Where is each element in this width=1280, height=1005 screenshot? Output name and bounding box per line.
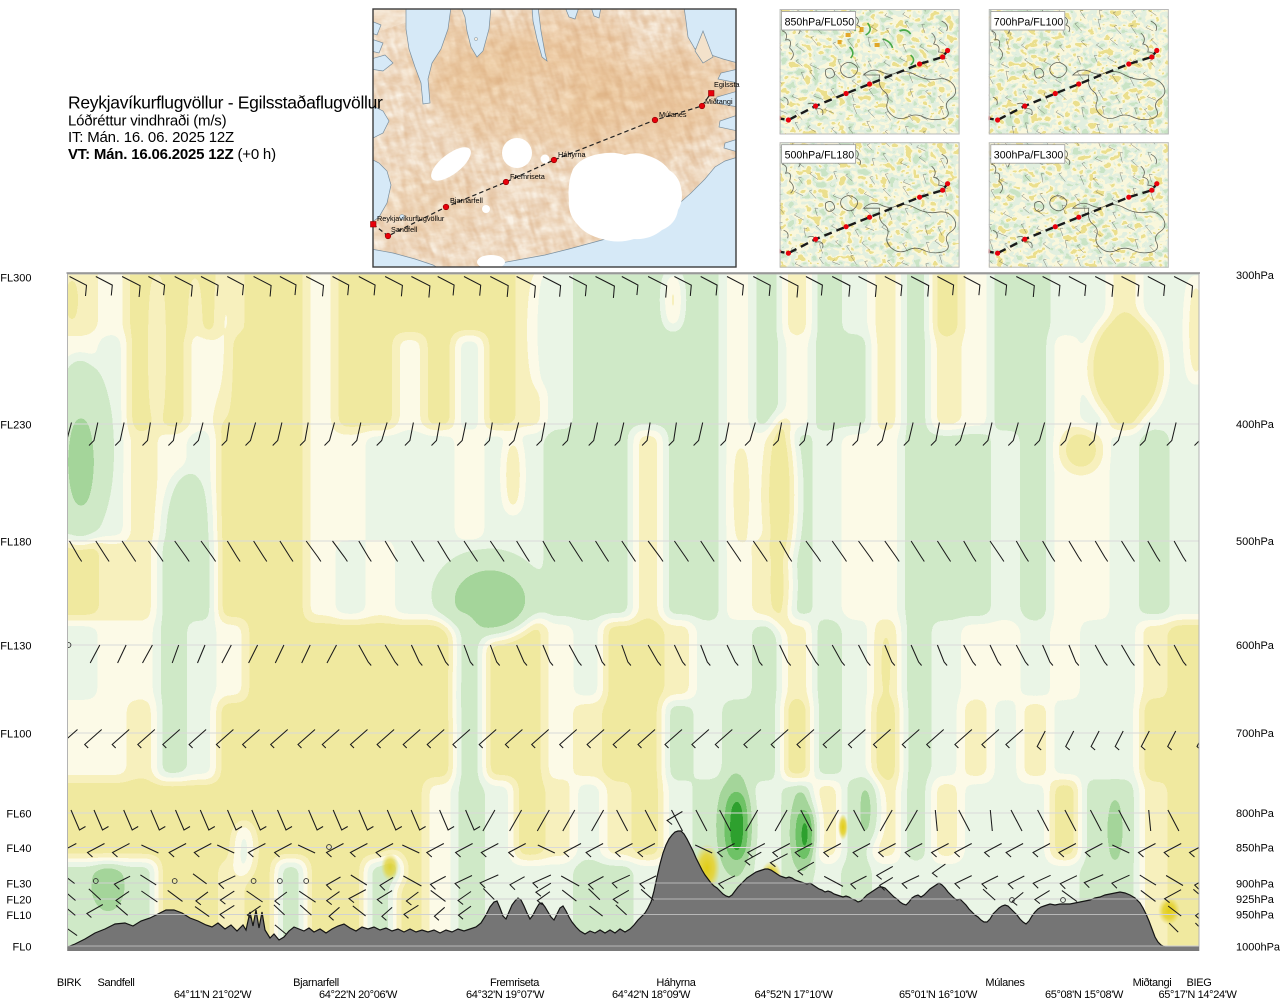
svg-text:65°08'N 15°08'W: 65°08'N 15°08'W bbox=[1045, 989, 1124, 1001]
svg-text:600hPa: 600hPa bbox=[1236, 640, 1275, 652]
svg-text:BIRK: BIRK bbox=[57, 977, 82, 989]
svg-text:64°22'N 20°06'W: 64°22'N 20°06'W bbox=[319, 989, 398, 1001]
svg-text:64°52'N 17°10'W: 64°52'N 17°10'W bbox=[754, 989, 833, 1001]
svg-text:BIEG: BIEG bbox=[1187, 977, 1212, 989]
svg-text:Reykjavíkurflugvöllur - Egilss: Reykjavíkurflugvöllur - Egilsstaðaflugvö… bbox=[68, 93, 383, 113]
svg-text:500hPa: 500hPa bbox=[1236, 536, 1275, 548]
svg-text:400hPa: 400hPa bbox=[1236, 419, 1275, 431]
svg-text:700hPa: 700hPa bbox=[1236, 728, 1275, 740]
svg-text:FL20: FL20 bbox=[6, 894, 31, 906]
svg-text:Háhyrna: Háhyrna bbox=[656, 977, 696, 989]
svg-text:950hPa: 950hPa bbox=[1236, 910, 1275, 922]
svg-text:FL30: FL30 bbox=[6, 878, 31, 890]
svg-text:700hPa/FL100: 700hPa/FL100 bbox=[994, 17, 1064, 29]
svg-text:FL180: FL180 bbox=[0, 536, 31, 548]
svg-text:FL100: FL100 bbox=[0, 728, 31, 740]
svg-text:VT: Mán. 16.06.2025 12Z (+0 h): VT: Mán. 16.06.2025 12Z (+0 h) bbox=[68, 146, 276, 163]
svg-text:FL300: FL300 bbox=[0, 272, 31, 284]
svg-text:300hPa: 300hPa bbox=[1236, 270, 1275, 282]
svg-text:FL0: FL0 bbox=[13, 941, 32, 953]
svg-text:Lóðréttur vindhraði (m/s): Lóðréttur vindhraði (m/s) bbox=[68, 113, 227, 130]
svg-text:FL40: FL40 bbox=[6, 843, 31, 855]
svg-text:850hPa: 850hPa bbox=[1236, 843, 1275, 855]
svg-text:FL130: FL130 bbox=[0, 640, 31, 652]
svg-text:300hPa/FL300: 300hPa/FL300 bbox=[994, 150, 1064, 162]
svg-text:Sandfell: Sandfell bbox=[391, 225, 418, 234]
svg-text:65°17'N 14°24'W: 65°17'N 14°24'W bbox=[1158, 989, 1237, 1001]
svg-text:FL230: FL230 bbox=[0, 419, 31, 431]
svg-text:Bjarnarfell: Bjarnarfell bbox=[450, 196, 483, 205]
svg-text:1000hPa: 1000hPa bbox=[1236, 942, 1280, 954]
svg-text:65°01'N 16°10'W: 65°01'N 16°10'W bbox=[899, 989, 978, 1001]
svg-text:Bjarnarfell: Bjarnarfell bbox=[293, 977, 339, 989]
svg-text:900hPa: 900hPa bbox=[1236, 879, 1275, 891]
svg-text:Sandfell: Sandfell bbox=[98, 977, 135, 989]
svg-text:Múlanes: Múlanes bbox=[985, 977, 1025, 989]
svg-text:FL10: FL10 bbox=[6, 910, 31, 922]
svg-text:Fremriseta: Fremriseta bbox=[490, 977, 540, 989]
svg-text:FL60: FL60 bbox=[6, 808, 31, 820]
svg-text:64°11'N 21°02'W: 64°11'N 21°02'W bbox=[174, 989, 252, 1001]
svg-text:Reykjavíkurflugvöllur: Reykjavíkurflugvöllur bbox=[377, 214, 445, 223]
svg-text:Fremriseta: Fremriseta bbox=[510, 172, 546, 181]
svg-text:Miðtangi: Miðtangi bbox=[1133, 977, 1172, 989]
svg-text:Múlanes: Múlanes bbox=[659, 110, 687, 119]
svg-text:IT: Mán. 16. 06. 2025 12Z: IT: Mán. 16. 06. 2025 12Z bbox=[68, 129, 234, 146]
svg-text:925hPa: 925hPa bbox=[1236, 894, 1275, 906]
svg-text:Egilssta: Egilssta bbox=[714, 80, 740, 89]
svg-text:500hPa/FL180: 500hPa/FL180 bbox=[785, 150, 855, 162]
svg-text:850hPa/FL050: 850hPa/FL050 bbox=[785, 17, 855, 29]
svg-text:Háhyrna: Háhyrna bbox=[558, 150, 587, 159]
svg-text:64°42'N 18°09'W: 64°42'N 18°09'W bbox=[612, 989, 691, 1001]
svg-text:64°32'N 19°07'W: 64°32'N 19°07'W bbox=[466, 989, 545, 1001]
svg-text:800hPa: 800hPa bbox=[1236, 808, 1275, 820]
svg-text:Miðtangi: Miðtangi bbox=[705, 97, 733, 106]
